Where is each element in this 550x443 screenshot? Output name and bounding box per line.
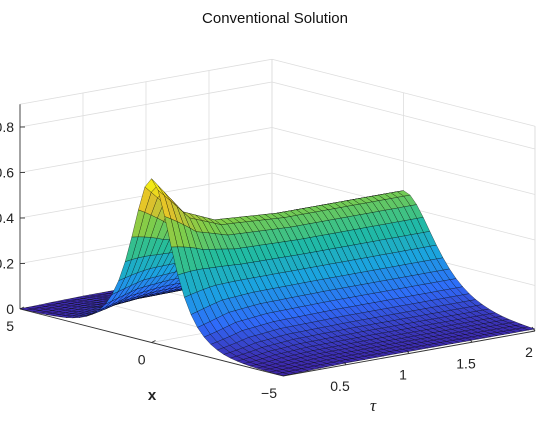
x-tick bbox=[151, 340, 156, 343]
surface-mesh bbox=[19, 178, 536, 376]
tau-tick-label: 2 bbox=[525, 344, 533, 360]
z-tick-label: 0 bbox=[6, 301, 14, 317]
chart-title: Conventional Solution bbox=[202, 10, 348, 27]
tau-axis-label: τ bbox=[370, 396, 377, 415]
x-tick-label: 0 bbox=[138, 352, 146, 368]
z-tick-label: 0.2 bbox=[0, 256, 14, 272]
x-axis-label: x bbox=[148, 387, 157, 404]
tau-tick-label: 1 bbox=[399, 367, 407, 383]
x-tick-label: −5 bbox=[261, 385, 277, 401]
x-tick-label: 5 bbox=[6, 318, 14, 334]
tau-tick-label: 1.5 bbox=[456, 355, 476, 371]
tick-labels: 00.20.40.60.850−50.511.52 bbox=[0, 119, 533, 401]
z-tick-label: 0.6 bbox=[0, 165, 14, 181]
surface-patch bbox=[276, 372, 290, 376]
z-tick-label: 0.4 bbox=[0, 210, 14, 226]
tau-tick-label: 0.5 bbox=[330, 378, 350, 394]
z-tick-label: 0.8 bbox=[0, 119, 14, 135]
